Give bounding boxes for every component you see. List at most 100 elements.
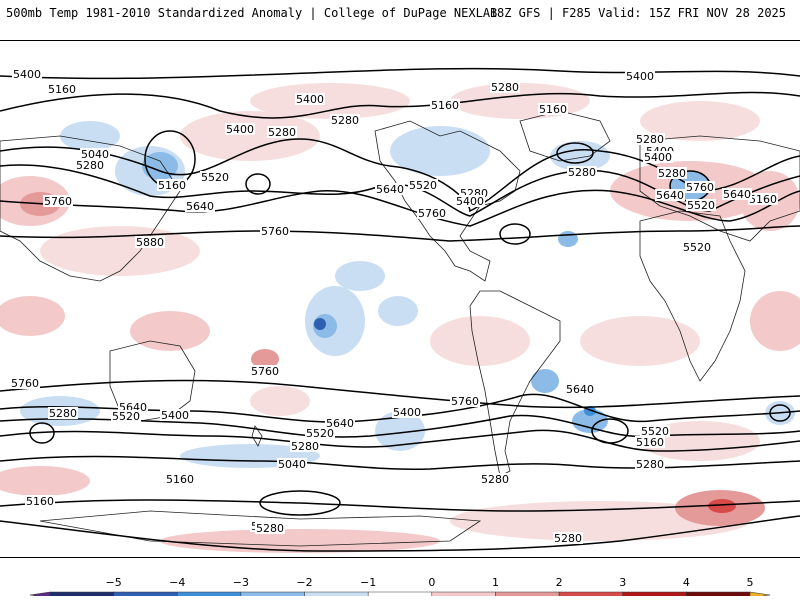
svg-text:5400: 5400 bbox=[456, 195, 484, 208]
svg-text:5520: 5520 bbox=[409, 179, 437, 192]
contour-label: 5760 bbox=[685, 181, 715, 194]
contour-label: 5640 bbox=[655, 189, 685, 202]
contour-label: 5520 bbox=[111, 410, 141, 423]
contour-label: 5640 bbox=[185, 200, 215, 213]
svg-text:5640: 5640 bbox=[656, 189, 684, 202]
svg-text:5400: 5400 bbox=[226, 123, 254, 136]
contour-label: 5280 bbox=[48, 407, 78, 420]
colorbar-tick-label: −3 bbox=[233, 576, 249, 589]
svg-text:5640: 5640 bbox=[566, 383, 594, 396]
contour-label: 5400 bbox=[295, 93, 325, 106]
svg-text:5280: 5280 bbox=[658, 167, 686, 180]
svg-text:5280: 5280 bbox=[76, 159, 104, 172]
contour-label: 5520 bbox=[305, 427, 335, 440]
colorbar-tick-label: −5 bbox=[106, 576, 122, 589]
colorbar-swatch bbox=[49, 591, 114, 596]
contour-label: 5160 bbox=[748, 193, 778, 206]
model-run-info: 18Z GFS | F285 Valid: 15Z FRI NOV 28 202… bbox=[489, 6, 786, 20]
contour-label: 5760 bbox=[417, 207, 447, 220]
contour-label: 5280 bbox=[635, 458, 665, 471]
svg-text:5760: 5760 bbox=[251, 365, 279, 378]
contour-label: 5280 bbox=[75, 159, 105, 172]
svg-text:5640: 5640 bbox=[376, 183, 404, 196]
contour-label: 5760 bbox=[10, 377, 40, 390]
colorbar-swatch bbox=[622, 591, 687, 596]
colorbar-swatch bbox=[304, 591, 369, 596]
colorbar-tick-label: 2 bbox=[556, 576, 563, 589]
contour-label: 5400 bbox=[392, 406, 422, 419]
map-title: 500mb Temp 1981-2010 Standardized Anomal… bbox=[6, 6, 498, 20]
coastlines bbox=[0, 110, 800, 547]
svg-text:5160: 5160 bbox=[431, 99, 459, 112]
contour-label: 5520 bbox=[640, 425, 670, 438]
svg-text:5400: 5400 bbox=[161, 409, 189, 422]
colorbar-swatch bbox=[113, 591, 178, 596]
colorbar-tick-label: −4 bbox=[169, 576, 185, 589]
svg-text:5880: 5880 bbox=[136, 236, 164, 249]
svg-text:5280: 5280 bbox=[568, 166, 596, 179]
colorbar: −5 −4 −3 −2 −1 0 1 2 3 4 5 bbox=[29, 576, 771, 596]
contour-label: 5280 bbox=[635, 133, 665, 146]
svg-text:5280: 5280 bbox=[49, 407, 77, 420]
contour-label: 5280 bbox=[567, 166, 597, 179]
svg-text:5640: 5640 bbox=[186, 200, 214, 213]
contour-label: 5280 bbox=[490, 81, 520, 94]
contour-label: 5760 bbox=[250, 365, 280, 378]
map-panel: 5400 5160 5400 5280 5160 5160 5400 5400 5280 5280… bbox=[0, 40, 800, 558]
svg-text:5640: 5640 bbox=[723, 188, 751, 201]
svg-text:5160: 5160 bbox=[158, 179, 186, 192]
colorbar-swatch bbox=[558, 591, 623, 596]
colorbar-swatch bbox=[686, 591, 751, 596]
contour-label: 5280 bbox=[255, 522, 285, 535]
anomaly-map: 5400 5160 5400 5280 5160 5160 5400 5400 5280 5280… bbox=[0, 67, 800, 553]
contour-label: 5400 bbox=[643, 151, 673, 164]
contour-label: 5640 bbox=[565, 383, 595, 396]
colorbar-tick-label: 1 bbox=[492, 576, 499, 589]
svg-text:5160: 5160 bbox=[636, 436, 664, 449]
svg-text:5760: 5760 bbox=[44, 195, 72, 208]
contour-label: 5160 bbox=[25, 495, 55, 508]
anomaly-shading bbox=[0, 83, 800, 553]
contour-label: 5160 bbox=[165, 473, 195, 486]
colorbar-swatch bbox=[240, 591, 305, 596]
svg-text:5160: 5160 bbox=[48, 83, 76, 96]
svg-text:5760: 5760 bbox=[11, 377, 39, 390]
contour-label: 5640 bbox=[722, 188, 752, 201]
svg-text:5520: 5520 bbox=[683, 241, 711, 254]
contour-label: 5040 bbox=[277, 458, 307, 471]
colorbar-tick-label: −1 bbox=[360, 576, 376, 589]
colorbar-tick-label: −2 bbox=[296, 576, 312, 589]
contour-label: 5040 bbox=[80, 148, 110, 161]
svg-text:5040: 5040 bbox=[278, 458, 306, 471]
svg-text:5160: 5160 bbox=[749, 193, 777, 206]
contour-label: 5520 bbox=[200, 171, 230, 184]
svg-text:5760: 5760 bbox=[261, 225, 289, 238]
contour-label: 5400 bbox=[225, 123, 255, 136]
svg-text:5760: 5760 bbox=[451, 395, 479, 408]
contour-label: 5400 bbox=[455, 195, 485, 208]
svg-text:5520: 5520 bbox=[112, 410, 140, 423]
svg-text:5520: 5520 bbox=[201, 171, 229, 184]
contour-label: 5280 bbox=[267, 126, 297, 139]
contour-label: 5160 bbox=[47, 83, 77, 96]
contour-label: 5520 bbox=[682, 241, 712, 254]
colorbar-swatch bbox=[749, 591, 771, 596]
contour-label: 5400 bbox=[625, 70, 655, 83]
contour-labels: 5400 5160 5400 5280 5160 5160 5400 5400 5280 5280… bbox=[10, 68, 778, 545]
colorbar-swatch bbox=[495, 591, 560, 596]
contour-label: 5640 bbox=[325, 417, 355, 430]
svg-text:5400: 5400 bbox=[13, 68, 41, 81]
colorbar-tick-label: 5 bbox=[747, 576, 754, 589]
svg-text:5520: 5520 bbox=[687, 199, 715, 212]
contour-label: 5760 bbox=[43, 195, 73, 208]
colorbar-swatch bbox=[431, 591, 496, 596]
colorbar-tick-label: 0 bbox=[428, 576, 435, 589]
svg-text:5280: 5280 bbox=[291, 440, 319, 453]
contour-label: 5400 bbox=[160, 409, 190, 422]
svg-text:5400: 5400 bbox=[644, 151, 672, 164]
contour-label: 5520 bbox=[408, 179, 438, 192]
colorbar-swatch bbox=[177, 591, 242, 596]
svg-text:5040: 5040 bbox=[81, 148, 109, 161]
contour-label: 5280 bbox=[657, 167, 687, 180]
contour-label: 5400 bbox=[12, 68, 42, 81]
